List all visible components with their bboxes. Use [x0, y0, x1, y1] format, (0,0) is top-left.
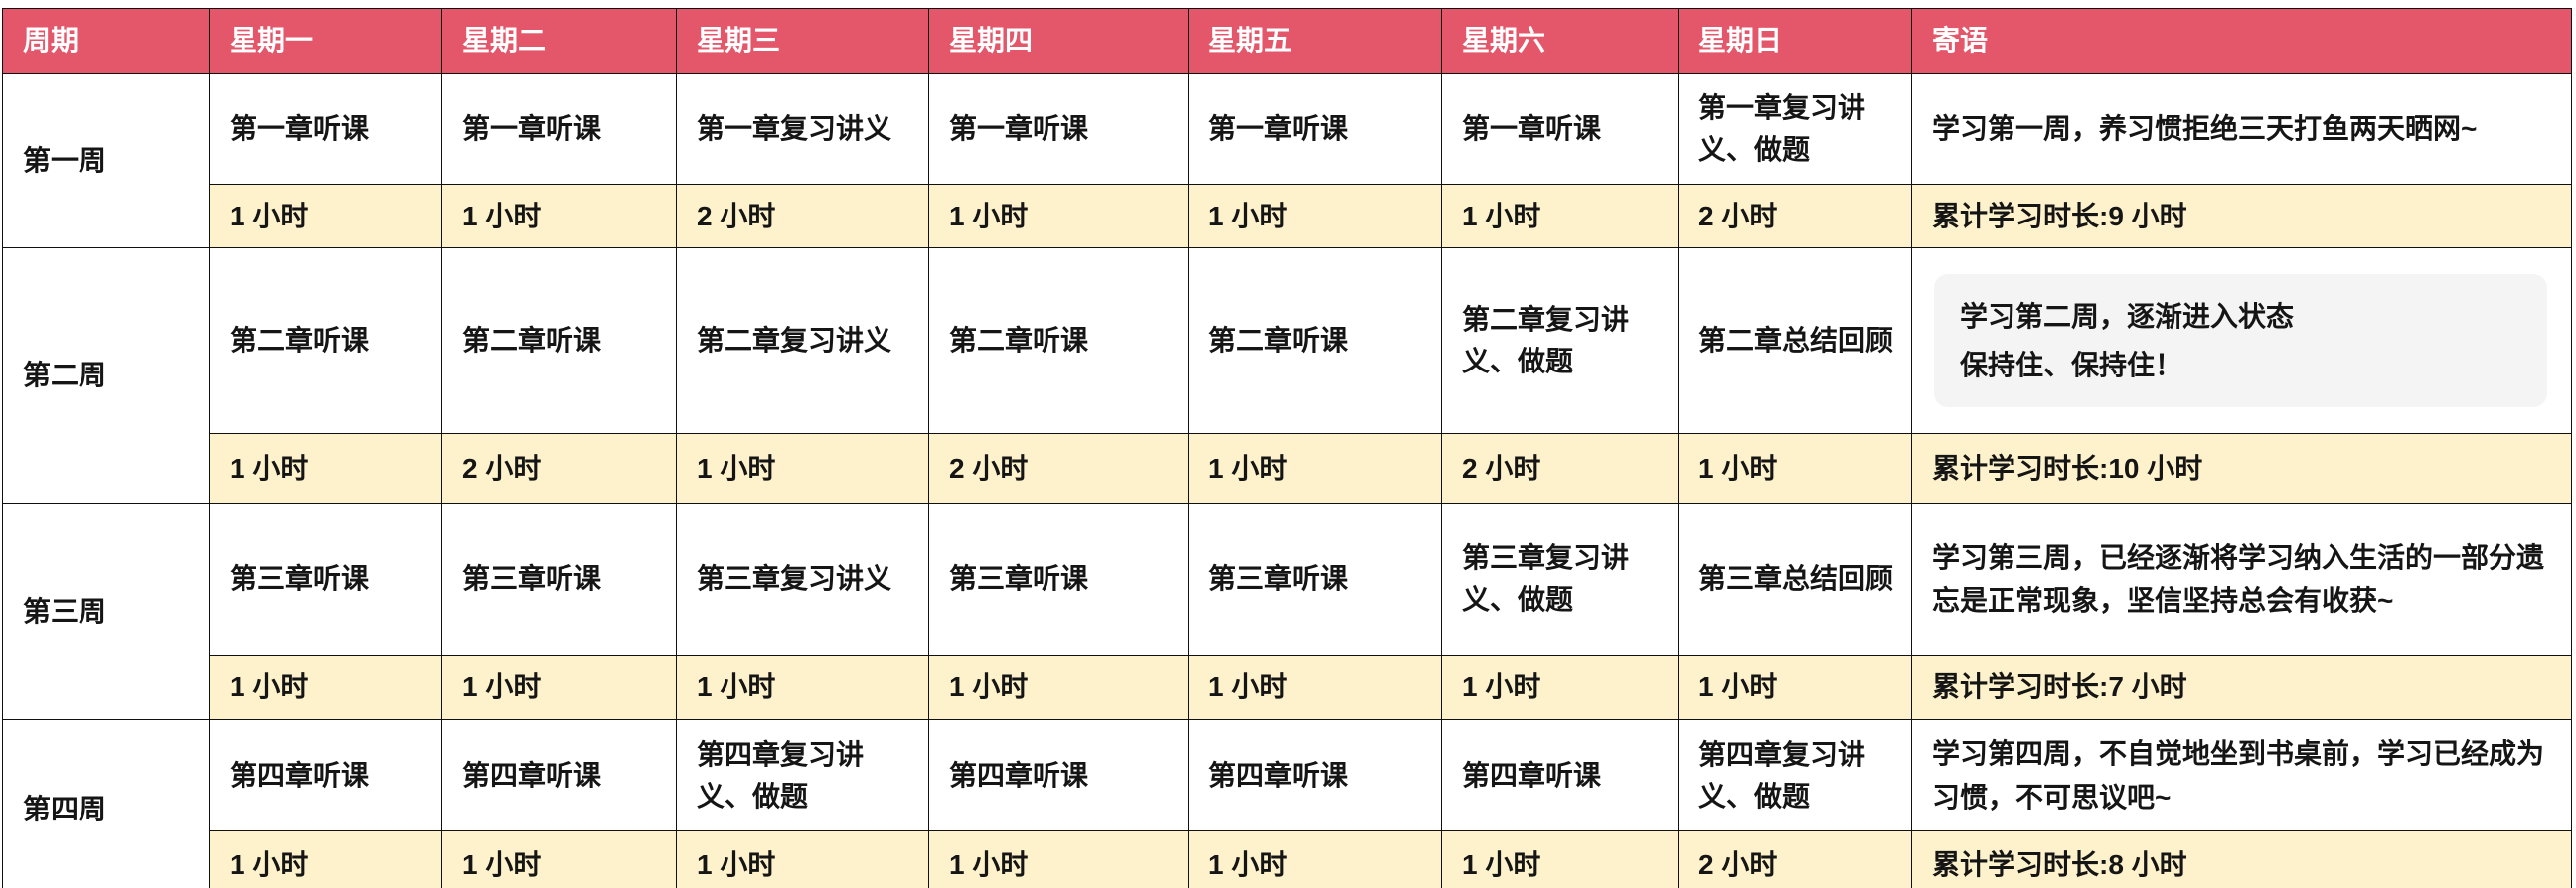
week2-fri-task: 第二章听课 — [1188, 247, 1442, 434]
week4-mon-hours: 1 小时 — [209, 830, 442, 888]
week1-fri-hours: 1 小时 — [1188, 184, 1442, 248]
week2-sat-hours: 2 小时 — [1441, 433, 1679, 504]
week2-sat-task: 第二章复习讲义、做题 — [1441, 247, 1679, 434]
week1-label: 第一周 — [2, 73, 210, 248]
week2-fri-hours: 1 小时 — [1188, 433, 1442, 504]
week3-sun-hours: 1 小时 — [1678, 655, 1912, 720]
week3-hours-row: 1 小时 1 小时 1 小时 1 小时 1 小时 1 小时 1 小时 累计学习时… — [3, 655, 2572, 720]
week1-thu-hours: 1 小时 — [928, 184, 1189, 248]
week4-sat-hours: 1 小时 — [1441, 830, 1679, 888]
week2-remark-line1: 学习第二周，逐渐进入状态 — [1960, 301, 2295, 332]
week3-tue-task: 第三章听课 — [441, 503, 677, 656]
week3-total-hours: 累计学习时长:7 小时 — [1911, 655, 2572, 720]
week1-task-row: 第一周 第一章听课 第一章听课 第一章复习讲义 第一章听课 第一章听课 第一章听… — [2, 73, 2572, 248]
week4-sat-task: 第四章听课 — [1441, 719, 1679, 831]
header-friday: 星期五 — [1188, 8, 1442, 74]
header-remark: 寄语 — [1911, 8, 2572, 74]
week1-sun-hours: 2 小时 — [1678, 184, 1912, 248]
week1-wed-task: 第一章复习讲义 — [676, 73, 929, 185]
week1-fri-task: 第一章听课 — [1188, 73, 1442, 185]
week3-mon-task: 第三章听课 — [209, 503, 442, 656]
week3-sat-hours: 1 小时 — [1441, 655, 1679, 720]
week4-thu-hours: 1 小时 — [928, 830, 1189, 888]
week1-hours-row: 1 小时 1 小时 2 小时 1 小时 1 小时 1 小时 2 小时 累计学习时… — [3, 184, 2572, 248]
header-sunday: 星期日 — [1678, 8, 1912, 74]
week2-thu-hours: 2 小时 — [928, 433, 1189, 504]
week1-remark: 学习第一周，养习惯拒绝三天打鱼两天晒网~ — [1911, 73, 2572, 185]
week1-sat-hours: 1 小时 — [1441, 184, 1679, 248]
week2-mon-task: 第二章听课 — [209, 247, 442, 434]
week1-wed-hours: 2 小时 — [676, 184, 929, 248]
study-plan-table: 周期 星期一 星期二 星期三 星期四 星期五 星期六 星期日 寄语 第一周 第一… — [2, 8, 2572, 888]
week3-wed-hours: 1 小时 — [676, 655, 929, 720]
week1-sun-task: 第一章复习讲义、做题 — [1678, 73, 1912, 185]
header-monday: 星期一 — [209, 8, 442, 74]
week3-fri-hours: 1 小时 — [1188, 655, 1442, 720]
week1-tue-task: 第一章听课 — [441, 73, 677, 185]
week2-total-hours: 累计学习时长:10 小时 — [1911, 433, 2572, 504]
week3-thu-hours: 1 小时 — [928, 655, 1189, 720]
week2-sun-task: 第二章总结回顾 — [1678, 247, 1912, 434]
week3-thu-task: 第三章听课 — [928, 503, 1189, 656]
week3-sun-task: 第三章总结回顾 — [1678, 503, 1912, 656]
week4-fri-task: 第四章听课 — [1188, 719, 1442, 831]
week2-task-row: 第二周 第二章听课 第二章听课 第二章复习讲义 第二章听课 第二章听课 第二章复… — [2, 247, 2572, 504]
week4-label: 第四周 — [2, 719, 210, 888]
week1-total-hours: 累计学习时长:9 小时 — [1911, 184, 2572, 248]
week2-label: 第二周 — [2, 247, 210, 504]
week3-label: 第三周 — [2, 503, 210, 720]
week4-hours-row: 1 小时 1 小时 1 小时 1 小时 1 小时 1 小时 2 小时 累计学习时… — [3, 830, 2572, 888]
header-tuesday: 星期二 — [441, 8, 677, 74]
week2-tue-task: 第二章听课 — [441, 247, 677, 434]
week2-remark-line2: 保持住、保持住！ — [1960, 350, 2183, 380]
week2-hours-row: 1 小时 2 小时 1 小时 2 小时 1 小时 2 小时 1 小时 累计学习时… — [3, 433, 2572, 504]
week1-sat-task: 第一章听课 — [1441, 73, 1679, 185]
week2-mon-hours: 1 小时 — [209, 433, 442, 504]
header-period: 周期 — [2, 8, 210, 74]
week4-tue-task: 第四章听课 — [441, 719, 677, 831]
week4-fri-hours: 1 小时 — [1188, 830, 1442, 888]
week2-remark-cell: 学习第二周，逐渐进入状态 保持住、保持住！ — [1911, 247, 2572, 434]
week2-thu-task: 第二章听课 — [928, 247, 1189, 434]
week3-mon-hours: 1 小时 — [209, 655, 442, 720]
week3-wed-task: 第三章复习讲义 — [676, 503, 929, 656]
week4-tue-hours: 1 小时 — [441, 830, 677, 888]
week4-remark: 学习第四周，不自觉地坐到书桌前，学习已经成为习惯，不可思议吧~ — [1911, 719, 2572, 831]
header-thursday: 星期四 — [928, 8, 1189, 74]
header-row: 周期 星期一 星期二 星期三 星期四 星期五 星期六 星期日 寄语 — [2, 8, 2572, 74]
week2-wed-hours: 1 小时 — [676, 433, 929, 504]
week3-sat-task: 第三章复习讲义、做题 — [1441, 503, 1679, 656]
week4-wed-task: 第四章复习讲义、做题 — [676, 719, 929, 831]
week2-tue-hours: 2 小时 — [441, 433, 677, 504]
header-saturday: 星期六 — [1441, 8, 1679, 74]
week1-mon-hours: 1 小时 — [209, 184, 442, 248]
week4-sun-hours: 2 小时 — [1678, 830, 1912, 888]
week3-tue-hours: 1 小时 — [441, 655, 677, 720]
week4-task-row: 第四周 第四章听课 第四章听课 第四章复习讲义、做题 第四章听课 第四章听课 第… — [2, 719, 2572, 888]
week1-tue-hours: 1 小时 — [441, 184, 677, 248]
week4-wed-hours: 1 小时 — [676, 830, 929, 888]
week3-fri-task: 第三章听课 — [1188, 503, 1442, 656]
week3-task-row: 第三周 第三章听课 第三章听课 第三章复习讲义 第三章听课 第三章听课 第三章复… — [2, 503, 2572, 720]
week4-thu-task: 第四章听课 — [928, 719, 1189, 831]
week3-remark: 学习第三周，已经逐渐将学习纳入生活的一部分遗忘是正常现象，坚信坚持总会有收获~ — [1911, 503, 2572, 656]
week1-mon-task: 第一章听课 — [209, 73, 442, 185]
week2-wed-task: 第二章复习讲义 — [676, 247, 929, 434]
week4-total-hours: 累计学习时长:8 小时 — [1911, 830, 2572, 888]
week2-sun-hours: 1 小时 — [1678, 433, 1912, 504]
week4-sun-task: 第四章复习讲义、做题 — [1678, 719, 1912, 831]
week2-remark-box: 学习第二周，逐渐进入状态 保持住、保持住！ — [1934, 274, 2547, 407]
week4-mon-task: 第四章听课 — [209, 719, 442, 831]
header-wednesday: 星期三 — [676, 8, 929, 74]
week1-thu-task: 第一章听课 — [928, 73, 1189, 185]
